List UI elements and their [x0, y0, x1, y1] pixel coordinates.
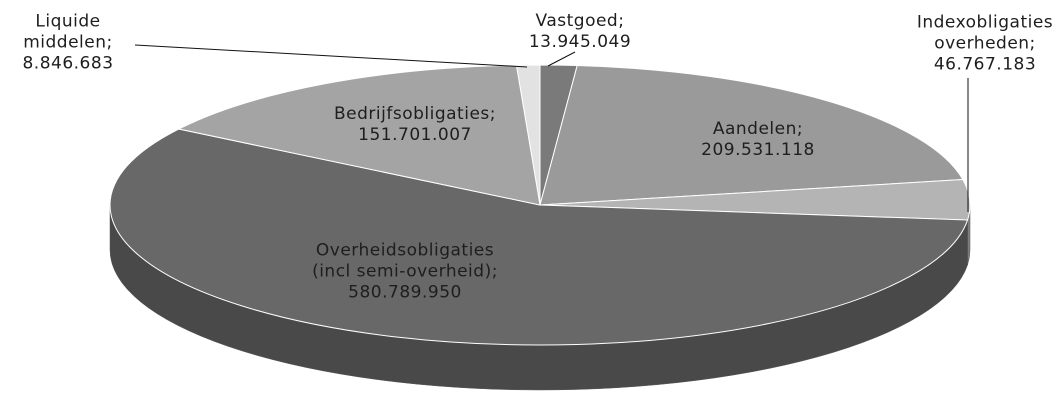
slice-value: 151.701.007: [358, 125, 472, 145]
leader-line: [547, 51, 576, 67]
slice-label: Liquide middelen; 8.846.683: [0, 12, 138, 75]
slice-label: Overheidsobligaties (incl semi-overheid)…: [310, 241, 500, 304]
slice-label: Bedrijfsobligaties; 151.701.007: [315, 104, 515, 146]
leader-line: [134, 44, 528, 68]
slice-value: 46.767.183: [933, 54, 1037, 75]
slice: [539, 65, 964, 206]
slice-label: Indexobligaties overheden; 46.767.183: [900, 13, 1064, 76]
slice-name: Overheidsobligaties (incl semi-overheid)…: [312, 240, 498, 282]
slice-name: Liquide middelen;: [23, 11, 113, 53]
slice: [109, 128, 969, 346]
slice-label: Aandelen; 209.531.118: [688, 119, 828, 161]
slice-value: 13.945.049: [528, 32, 632, 52]
slice-name: Bedrijfsobligaties;: [334, 104, 496, 124]
slice: [177, 64, 541, 206]
slice-name: Indexobligaties overheden;: [916, 12, 1054, 54]
slice-name: Aandelen;: [712, 119, 804, 139]
slice-name: Vastgoed;: [535, 11, 625, 31]
slice-label: Vastgoed; 13.945.049: [515, 11, 645, 53]
slice-value: 8.846.683: [22, 53, 114, 74]
slice-value: 209.531.118: [701, 140, 815, 160]
slice-value: 580.789.950: [348, 282, 462, 303]
